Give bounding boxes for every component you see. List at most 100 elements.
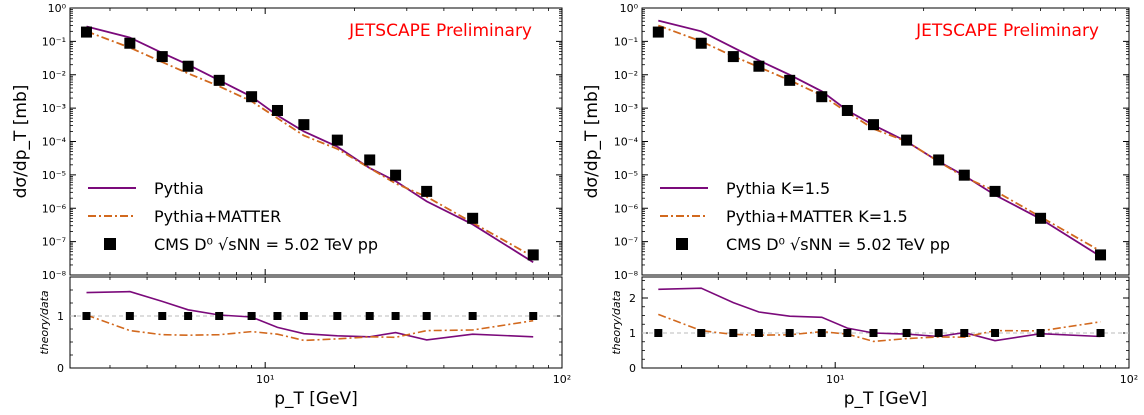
data-point: [527, 249, 539, 261]
ratio-data-point: [273, 312, 282, 320]
legend-label-2: Pythia+MATTER: [154, 207, 281, 226]
y-tick-label: 10⁻⁵: [614, 169, 638, 182]
ratio-data-point: [785, 329, 794, 337]
data-point: [652, 26, 664, 38]
x-tick-label: 10¹: [826, 373, 844, 386]
ratio-data-point: [215, 312, 224, 320]
y-axis-label: dσ/dp_T [mb]: [582, 85, 602, 199]
y-tick-label: 10⁰: [620, 2, 639, 15]
data-point: [124, 37, 136, 49]
legend-label-1: Pythia: [154, 179, 204, 198]
ratio-y-tick-label: 2: [629, 292, 636, 305]
ratio-data-point: [1036, 329, 1045, 337]
ratio-data-point: [697, 329, 706, 337]
y-tick-label: 10⁻¹: [614, 35, 638, 48]
ratio-data-point: [654, 329, 663, 337]
ratio-data-point: [299, 312, 308, 320]
ratio-plot-area: [82, 290, 538, 342]
legend-marker: [676, 238, 688, 250]
ratio-y-tick-label: 0: [629, 362, 636, 375]
data-point: [695, 37, 707, 49]
y-tick-label: 10⁻⁷: [42, 236, 66, 249]
data-point: [246, 91, 258, 103]
ratio-data-point: [158, 312, 167, 320]
ratio-data-point: [960, 329, 969, 337]
y-tick-label: 10⁻¹: [42, 35, 66, 48]
x-axis-label: p_T [GeV]: [274, 389, 358, 409]
data-point: [753, 60, 765, 72]
preliminary-annotation: JETSCAPE Preliminary: [915, 21, 1099, 41]
data-point: [271, 104, 283, 116]
ratio-y-axis-label: theory/data: [38, 290, 51, 355]
ratio-line-1: [658, 287, 1101, 342]
ratio-line-2: [86, 314, 534, 342]
y-tick-label: 10⁻⁵: [42, 169, 66, 182]
y-tick-label: 10⁻⁴: [42, 136, 67, 149]
x-tick-label: 10¹: [256, 373, 274, 386]
data-point: [933, 154, 945, 166]
ratio-data-point: [365, 312, 374, 320]
ratio-y-tick-label: 1: [629, 327, 636, 340]
ratio-data-point: [82, 312, 91, 320]
legend-label-1: Pythia K=1.5: [726, 179, 830, 198]
y-axis-label: dσ/dp_T [mb]: [11, 85, 31, 199]
ratio-data-point: [817, 329, 826, 337]
ratio-data-point: [333, 312, 342, 320]
ratio-data-point: [902, 329, 911, 337]
ratio-data-point: [391, 312, 400, 320]
ratio-line-1: [86, 290, 534, 341]
data-point: [213, 74, 225, 86]
y-tick-label: 10⁻²: [614, 69, 638, 82]
ratio-y-tick-label: 0: [57, 362, 64, 375]
ratio-data-point: [184, 312, 193, 320]
y-tick-label: 10⁻⁶: [614, 202, 639, 215]
ratio-axes-frame: [69, 276, 563, 369]
ratio-line-2: [658, 313, 1101, 343]
ratio-data-point: [869, 329, 878, 337]
legend-label-3: CMS D⁰ √sNN = 5.02 TeV pp: [726, 235, 950, 254]
data-point: [80, 26, 92, 38]
ratio-data-point: [422, 312, 431, 320]
y-tick-label: 10⁰: [48, 2, 67, 15]
data-point: [390, 169, 402, 181]
main-plot-area: [652, 19, 1107, 261]
ratio-data-point: [468, 312, 477, 320]
ratio-y-axis-label: theory/data: [610, 290, 623, 355]
data-point: [1095, 249, 1107, 261]
ratio-data-point: [529, 312, 538, 320]
ratio-y-tick-label: 1: [57, 310, 64, 323]
x-axis-label: p_T [GeV]: [844, 389, 928, 409]
main-plot-area: [80, 25, 539, 264]
data-point: [298, 119, 310, 131]
data-point: [421, 185, 433, 197]
ratio-data-point: [1096, 329, 1105, 337]
y-tick-label: 10⁻²: [42, 69, 66, 82]
data-point: [182, 60, 194, 72]
data-point: [989, 185, 1001, 197]
data-point: [958, 169, 970, 181]
y-tick-label: 10⁻³: [614, 102, 638, 115]
data-point: [1035, 212, 1047, 224]
ratio-data-point: [934, 329, 943, 337]
ratio-data-point: [247, 312, 256, 320]
ratio-data-point: [754, 329, 763, 337]
y-tick-label: 10⁻⁴: [614, 136, 639, 149]
y-tick-label: 10⁻⁶: [42, 202, 67, 215]
data-point: [901, 134, 913, 146]
ratio-data-point: [125, 312, 134, 320]
ratio-data-point: [843, 329, 852, 337]
ratio-plot-area: [654, 287, 1105, 343]
data-point: [467, 212, 479, 224]
data-point: [331, 134, 343, 146]
y-tick-label: 10⁻³: [42, 102, 66, 115]
data-point: [784, 74, 796, 86]
data-point: [841, 104, 853, 116]
y-tick-label: 10⁻⁸: [42, 269, 67, 282]
data-point: [867, 119, 879, 131]
panel-1: 10⁻⁸ 10⁻⁷ 10⁻⁶ 10⁻⁵ 10⁻⁴ 10⁻³ 10⁻² 10⁻¹ 10⁰ 10¹ 1 0…: [11, 2, 571, 409]
preliminary-annotation: JETSCAPE Preliminary: [348, 21, 532, 41]
ratio-data-point: [991, 329, 1000, 337]
x-tick-label: 10²: [1120, 373, 1138, 386]
